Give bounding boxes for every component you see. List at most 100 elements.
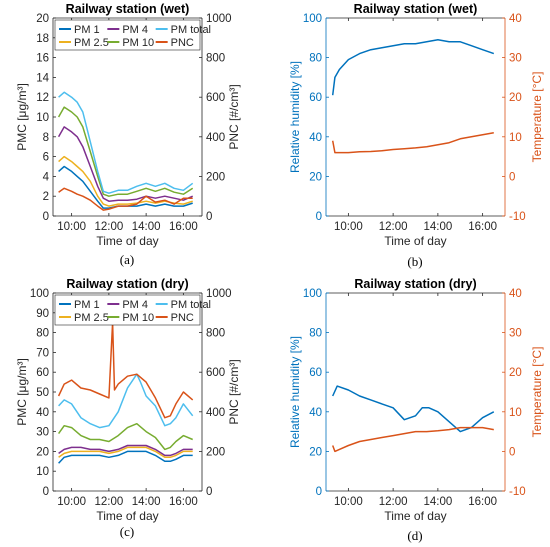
chart-a: Railway station (wet) 10:00 12:00 14:00 16:0… bbox=[15, 2, 241, 267]
y-tick-label-left: 100 bbox=[30, 288, 49, 300]
y-tick-label-left: 30 bbox=[36, 427, 49, 439]
y-tick-label-right: 600 bbox=[206, 367, 225, 379]
y-tick-label-left: 100 bbox=[303, 13, 322, 25]
y-tick-label-left: 4 bbox=[43, 171, 50, 183]
y-tick-label-right: 20 bbox=[509, 367, 522, 379]
y-axis-label-left: PMC [μg/m³] bbox=[15, 83, 29, 151]
x-tick-label: 10:00 bbox=[57, 221, 86, 233]
legend-entry: PM 10 bbox=[122, 37, 154, 49]
y-tick-label-left: 20 bbox=[309, 171, 322, 183]
y-tick-label-left: 50 bbox=[36, 387, 49, 399]
legend-box bbox=[54, 294, 201, 326]
y-tick-label-right: -10 bbox=[509, 486, 526, 498]
y-tick-label-right: 400 bbox=[206, 407, 225, 419]
y-tick-label-left: 6 bbox=[43, 152, 49, 164]
y-tick-label-right: 0 bbox=[206, 211, 212, 223]
y-tick-label-right: 800 bbox=[206, 328, 225, 340]
legend-entry: PM 2.5 bbox=[74, 37, 109, 49]
y-tick-label-left: 20 bbox=[36, 13, 49, 25]
x-tick-label: 10:00 bbox=[334, 221, 363, 233]
series-line-left bbox=[331, 39, 495, 96]
y-axis-label-left: Relative humidity [%] bbox=[288, 336, 302, 448]
x-tick-label: 12:00 bbox=[94, 221, 123, 233]
legend-entry: PM 2.5 bbox=[74, 312, 109, 324]
legend-entry: PM total bbox=[171, 299, 211, 311]
chart-c: Railway station (dry) 10:00 12:00 14:00 16:0… bbox=[15, 277, 241, 539]
series-line-pm-4 bbox=[57, 126, 193, 202]
y-tick-label-right: 400 bbox=[206, 132, 225, 144]
y-tick-label-left: 80 bbox=[309, 328, 322, 340]
y-tick-label-left: 40 bbox=[309, 407, 322, 419]
x-tick-label: 16:00 bbox=[169, 496, 198, 508]
legend-entry: PM 10 bbox=[122, 312, 154, 324]
y-tick-label-left: 10 bbox=[36, 112, 49, 124]
y-tick-label-left: 90 bbox=[36, 308, 49, 320]
y-tick-label-left: 60 bbox=[309, 92, 322, 104]
y-tick-label-right: 0 bbox=[206, 486, 212, 498]
series-line-pnc bbox=[57, 321, 194, 419]
y-tick-label-right: 20 bbox=[509, 92, 522, 104]
x-axis-label: Time of day bbox=[96, 234, 158, 248]
chart-title: Railway station (dry) bbox=[354, 277, 476, 291]
y-tick-label-right: 800 bbox=[206, 53, 225, 65]
series-line-right bbox=[331, 132, 494, 154]
y-axis-label-left: PMC [μg/m³] bbox=[15, 358, 29, 426]
series-line-pm-total bbox=[58, 91, 194, 194]
y-axis-label-right: Temperature [°C] bbox=[530, 347, 544, 438]
x-axis-label: Time of day bbox=[384, 509, 446, 523]
series-line-left bbox=[332, 385, 495, 433]
panel-label: (c) bbox=[120, 524, 134, 539]
x-tick-label: 12:00 bbox=[379, 496, 408, 508]
y-tick-label-left: 10 bbox=[36, 466, 49, 478]
legend-entry: PNC bbox=[171, 37, 194, 49]
y-tick-label-left: 16 bbox=[36, 53, 49, 65]
y-tick-label-left: 14 bbox=[36, 72, 49, 84]
x-tick-label: 16:00 bbox=[468, 496, 497, 508]
y-tick-label-right: -10 bbox=[509, 211, 526, 223]
y-tick-label-left: 20 bbox=[309, 446, 322, 458]
series-line-pm-2.5 bbox=[58, 155, 193, 207]
panel-label: (b) bbox=[407, 254, 422, 269]
y-tick-label-left: 40 bbox=[36, 407, 49, 419]
y-tick-label-left: 40 bbox=[309, 132, 322, 144]
y-tick-label-right: 30 bbox=[509, 53, 522, 65]
x-tick-label: 12:00 bbox=[94, 496, 123, 508]
y-tick-label-left: 0 bbox=[316, 211, 322, 223]
x-tick-label: 10:00 bbox=[57, 496, 86, 508]
legend-box bbox=[54, 19, 201, 51]
y-axis-label-right: PNC [#/cm³] bbox=[227, 359, 241, 424]
chart-b: Railway station (wet) 10:00 12:00 14:00 16:0… bbox=[288, 2, 544, 269]
y-tick-label-left: 18 bbox=[36, 33, 49, 45]
series-line-pm-total bbox=[58, 373, 194, 429]
y-tick-label-left: 100 bbox=[303, 288, 322, 300]
x-axis-label: Time of day bbox=[384, 234, 446, 248]
x-tick-label: 12:00 bbox=[379, 221, 408, 233]
x-tick-label: 16:00 bbox=[169, 221, 198, 233]
x-tick-label: 14:00 bbox=[132, 496, 161, 508]
y-tick-label-right: 30 bbox=[509, 328, 522, 340]
y-tick-label-left: 0 bbox=[43, 486, 49, 498]
y-axis-label-right: Temperature [°C] bbox=[530, 72, 544, 163]
y-tick-label-left: 12 bbox=[36, 92, 49, 104]
y-tick-label-right: 0 bbox=[509, 446, 515, 458]
y-tick-label-right: 1000 bbox=[206, 13, 232, 25]
y-tick-label-right: 600 bbox=[206, 92, 225, 104]
y-axis-label-right: PNC [#/cm³] bbox=[227, 84, 241, 149]
legend-entry: PNC bbox=[171, 312, 194, 324]
y-tick-label-left: 8 bbox=[43, 132, 49, 144]
y-tick-label-left: 0 bbox=[316, 486, 322, 498]
series-line-pm-1 bbox=[58, 450, 193, 464]
y-tick-label-right: 0 bbox=[509, 171, 515, 183]
y-tick-label-left: 0 bbox=[43, 211, 49, 223]
y-tick-label-right: 10 bbox=[509, 407, 522, 419]
legend-entry: PM 1 bbox=[74, 24, 100, 36]
y-axis-label-left: Relative humidity [%] bbox=[288, 61, 302, 173]
y-tick-label-right: 1000 bbox=[206, 288, 232, 300]
x-tick-label: 14:00 bbox=[132, 221, 161, 233]
y-tick-label-right: 200 bbox=[206, 446, 225, 458]
x-tick-label: 14:00 bbox=[423, 221, 452, 233]
y-tick-label-left: 60 bbox=[309, 367, 322, 379]
legend-entry: PM 1 bbox=[74, 299, 100, 311]
series-line-pm-4 bbox=[58, 444, 193, 457]
series-line-pm-10 bbox=[57, 106, 194, 197]
